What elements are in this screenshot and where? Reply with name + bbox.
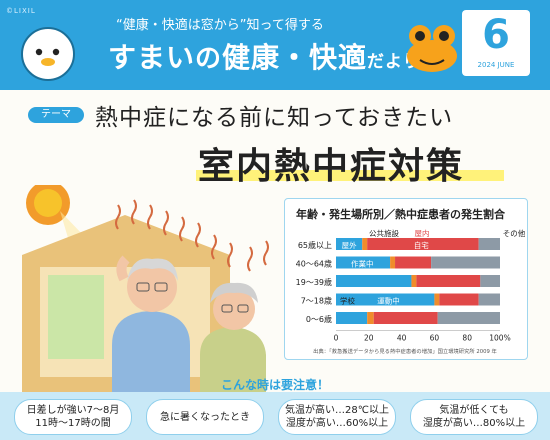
bar-segment	[437, 312, 500, 324]
brand-logo: ©LIXIL	[6, 7, 36, 15]
bar-segment	[336, 275, 412, 287]
header-banner	[0, 0, 550, 90]
caution-card-sunlight: 日差しが強い7〜8月 11時〜17時の間	[14, 399, 132, 435]
bar-segment	[373, 312, 438, 324]
bar-segment	[390, 256, 396, 269]
annotation-other: その他	[503, 228, 526, 238]
heat-wave-icon	[115, 199, 269, 272]
bar-segment	[416, 275, 481, 287]
bar-segment	[478, 293, 500, 306]
annotation-sport: 運動中	[377, 296, 400, 306]
theme-label: テーマ	[28, 107, 84, 123]
caution-card-text: 湿度が高い…60%以上	[285, 418, 389, 429]
y-tick-label: 7〜18歳	[301, 296, 332, 306]
newsletter-title: すまいの健康・快適だより	[108, 36, 421, 76]
caution-heading: こんな時は要注意！	[220, 378, 329, 392]
chart-title: 年齢・発生場所別／熱中症患者の発生割合	[296, 208, 505, 221]
x-tick-label: 40	[397, 334, 407, 343]
caution-card-text: 11時〜17時の間	[35, 418, 111, 429]
annotation-work: 作業中	[351, 259, 374, 269]
headline-main: 室内熱中症対策	[198, 146, 465, 187]
title-part-b: の	[195, 44, 223, 74]
heatstroke-illustration	[22, 185, 269, 392]
bar-segment	[336, 256, 391, 269]
bar-segment	[367, 312, 374, 324]
bar-segment	[395, 256, 432, 269]
chart-source: 出典：「救急搬送データから見る熱中症患者の増加」国立環境研究所 2009 年	[313, 347, 497, 355]
caution-card-text: 気温が高い…28℃以上	[285, 405, 389, 416]
bar-segment	[480, 275, 500, 287]
annotation-home: 自宅	[414, 240, 429, 250]
heatstroke-chart: 65歳以上 40〜64歳 19〜39歳 7〜18歳 0〜6歳 0 20 40 60 80 100% 公…	[296, 228, 526, 355]
issue-month-sub: 2024 JUNE	[477, 61, 515, 69]
y-tick-label: 40〜64歳	[296, 259, 332, 269]
annotation-school: 学校	[340, 296, 355, 306]
frog-mascot-icon	[407, 25, 457, 72]
y-tick-label: 65歳以上	[298, 240, 332, 250]
x-tick-label: 80	[462, 334, 472, 343]
bar-segment	[478, 238, 500, 250]
issue-month-badge: 6 2024 JUNE	[462, 10, 530, 76]
bar-segment	[336, 293, 435, 306]
bar-segment	[431, 256, 500, 269]
elderly-woman-figure	[200, 282, 266, 392]
bar-segment	[336, 312, 368, 324]
caution-card-text: 湿度が高い…80%以上	[422, 418, 526, 429]
title-part-a: すまい	[108, 41, 196, 74]
annotation-indoor: 屋内	[415, 228, 430, 238]
annotation-public: 公共施設	[369, 228, 399, 238]
title-part-d: だより	[367, 52, 421, 72]
bar-segment	[434, 293, 440, 306]
bar-segment	[439, 293, 479, 306]
caution-card-text: 日差しが強い7〜8月	[26, 405, 120, 416]
issue-month: 6	[482, 12, 510, 58]
x-tick-label: 100%	[489, 334, 510, 343]
bar-segment	[411, 275, 417, 287]
x-tick-label: 0	[334, 334, 339, 343]
bird-mascot-icon	[21, 27, 75, 81]
caution-card-sudden-heat: 急に暑くなったとき	[146, 399, 264, 435]
headline-sub: 熱中症になる前に知っておきたい	[95, 105, 454, 131]
annotation-outdoor: 屋外	[342, 240, 357, 250]
y-tick-label: 0〜6歳	[306, 314, 332, 324]
caution-card-temp-humidity: 気温が高い…28℃以上 湿度が高い…60%以上	[278, 399, 396, 435]
tagline: “健康・快適は窓から”知って得する	[116, 18, 324, 33]
x-tick-label: 20	[364, 334, 374, 343]
bar-segment	[367, 238, 479, 250]
x-tick-label: 60	[430, 334, 440, 343]
caution-card-humidity: 気温が低くても 湿度が高い…80%以上	[410, 399, 538, 435]
elderly-man-figure	[112, 255, 190, 392]
caution-card-text: 急に暑くなったとき	[160, 411, 250, 423]
bar-segment	[362, 238, 368, 250]
y-tick-label: 19〜39歳	[296, 277, 332, 287]
headline-highlight	[196, 170, 504, 181]
caution-card-text: 気温が低くても	[439, 405, 509, 416]
bar-segment	[336, 238, 363, 250]
title-part-c: 健康・快適	[222, 41, 368, 74]
